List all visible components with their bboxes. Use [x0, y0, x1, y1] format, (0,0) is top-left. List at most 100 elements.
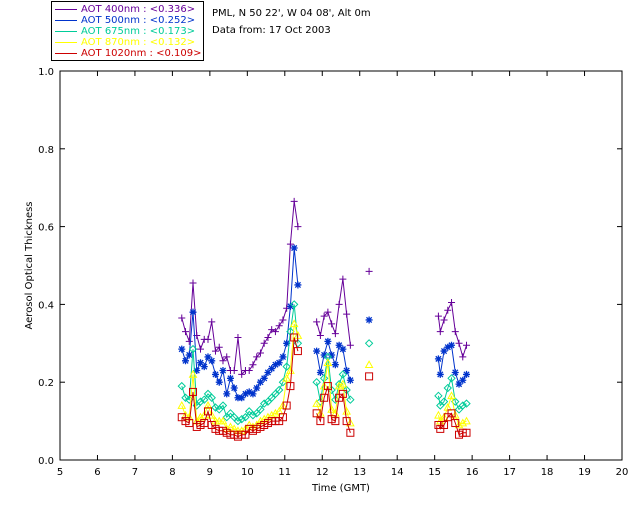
legend-item-1020nm: AOT 1020nm : <0.109>	[55, 48, 205, 59]
series-asterisk-point	[249, 390, 257, 398]
series-square-point	[338, 389, 347, 398]
series-asterisk-point	[271, 361, 279, 369]
series-plus-point	[343, 310, 351, 318]
series-plus-point	[279, 316, 287, 324]
series-asterisk-point	[346, 376, 354, 384]
x-tick-label: 17	[503, 467, 516, 478]
legend-item-870nm: AOT 870nm : <0.132>	[55, 37, 205, 48]
series-plus-point	[324, 308, 332, 316]
series-asterisk-point	[451, 368, 459, 376]
series-square-point	[323, 382, 332, 391]
series-asterisk-point	[230, 384, 238, 392]
series-square	[177, 333, 471, 441]
series-asterisk-point	[313, 347, 321, 355]
series-plus-point	[238, 370, 246, 378]
series-triangle-point	[458, 418, 468, 427]
legend-swatch-500nm	[55, 20, 77, 21]
series-asterisk-point	[193, 367, 201, 375]
series-plus-point	[365, 267, 373, 275]
series-square-point	[290, 333, 299, 342]
series-plus-point	[440, 316, 448, 324]
x-tick-label: 9	[207, 467, 213, 478]
series-square-point	[189, 387, 198, 396]
x-tick-label: 12	[316, 467, 329, 478]
series-asterisk-point	[328, 351, 336, 359]
series-diamond-point	[233, 416, 243, 426]
series-asterisk-point	[200, 363, 208, 371]
series-diamond-point	[327, 385, 336, 395]
series-plus-point	[249, 361, 257, 369]
series-plus-point	[223, 353, 231, 361]
series-asterisk-point	[223, 390, 231, 398]
x-tick-label: 13	[353, 467, 366, 478]
series-triangle-point	[447, 391, 456, 400]
series-asterisk-point	[275, 359, 283, 367]
series-asterisk-point	[444, 343, 452, 351]
series-line	[316, 356, 351, 402]
series-asterisk-point	[316, 368, 324, 376]
series-line	[316, 385, 351, 433]
legend-swatch-1020nm	[55, 53, 77, 54]
series-asterisk-point	[241, 390, 249, 398]
legend-label-675nm: AOT 675nm : <0.173>	[81, 26, 196, 37]
series-asterisk-point	[448, 341, 456, 349]
series-triangle-point	[286, 366, 295, 374]
series-square-point	[286, 382, 295, 391]
series-diamond-point	[289, 300, 299, 309]
series-asterisk-point	[253, 384, 261, 392]
series-plus-point	[463, 341, 471, 349]
series-diamond	[177, 300, 471, 426]
series-asterisk-point	[324, 337, 332, 345]
x-tick-label: 14	[391, 467, 404, 478]
series-asterisk-point	[335, 341, 343, 349]
legend-label-400nm: AOT 400nm : <0.336>	[81, 4, 196, 15]
series-square-point	[440, 420, 449, 429]
series-asterisk-point	[178, 345, 186, 353]
series-plus-point	[313, 318, 321, 326]
series-square-point	[203, 407, 212, 416]
series-plus-point	[234, 333, 242, 341]
series-diamond-point	[338, 370, 348, 379]
series-triangle-point	[271, 408, 280, 417]
series-triangle-point	[334, 381, 344, 390]
series-asterisk-point	[234, 394, 242, 402]
series-triangle-point	[434, 410, 443, 419]
series-triangle-point	[323, 358, 333, 367]
series-square-point	[312, 409, 321, 418]
series-plus	[178, 197, 471, 378]
series-diamond-point	[364, 339, 374, 348]
series-plus-point	[230, 367, 238, 375]
series-plus-point	[260, 339, 268, 347]
series-triangle-point	[327, 404, 336, 413]
series-square-point	[462, 428, 471, 437]
series-plus-point	[185, 337, 193, 345]
series-diamond-point	[323, 352, 333, 362]
series-plus-point	[268, 326, 276, 334]
legend-label-1020nm: AOT 1020nm : <0.109>	[81, 48, 202, 59]
series-plus-point	[219, 357, 227, 365]
series-layer	[177, 197, 471, 441]
series-triangle-point	[177, 401, 187, 409]
y-tick-label: 0.8	[38, 145, 54, 156]
series-plus-point	[444, 306, 452, 314]
series-plus-point	[451, 328, 459, 336]
series-diamond-point	[218, 401, 228, 410]
series-asterisk-point	[434, 355, 442, 363]
series-asterisk-point	[219, 367, 227, 375]
series-plus-point	[275, 322, 283, 330]
series-plus-point	[316, 332, 324, 340]
series-line	[181, 201, 299, 376]
series-plus-point	[189, 279, 197, 287]
series-asterisk-point	[215, 378, 223, 386]
x-tick-label: 5	[57, 467, 63, 478]
series-asterisk-point	[440, 347, 448, 355]
series-diamond-point	[196, 397, 205, 406]
series-plus-point	[215, 343, 223, 351]
series-square-point	[320, 393, 329, 402]
series-asterisk-point	[286, 302, 294, 310]
series-square-point	[293, 347, 302, 356]
series-diamond-point	[447, 374, 456, 383]
legend-label-870nm: AOT 870nm : <0.132>	[81, 37, 196, 48]
series-diamond-point	[282, 362, 291, 371]
